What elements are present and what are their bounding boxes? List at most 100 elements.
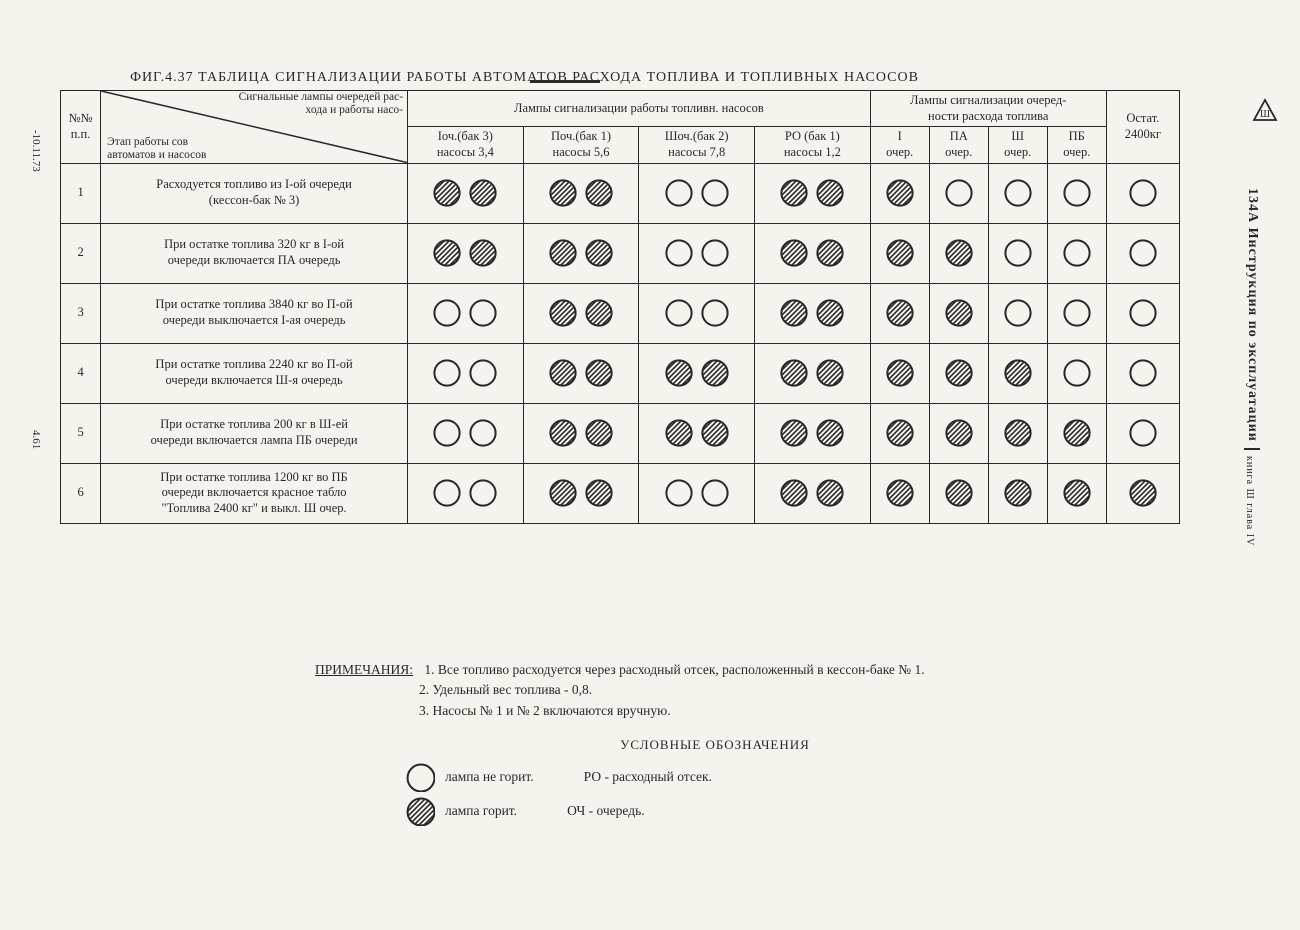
lamp-off-icon bbox=[1062, 238, 1092, 268]
lamp-off-icon bbox=[700, 238, 730, 268]
lamp-on-icon bbox=[548, 418, 578, 448]
lamp-on-icon bbox=[815, 238, 845, 268]
pump-lamp-cell bbox=[523, 343, 639, 403]
pump-lamp-cell bbox=[755, 223, 871, 283]
lamp-off-icon bbox=[1003, 298, 1033, 328]
lamp-on-icon bbox=[1062, 478, 1092, 508]
lamp-on-icon bbox=[432, 178, 462, 208]
lamp-on-icon bbox=[885, 298, 915, 328]
table-row: 2При остатке топлива 320 кг в I-ойочеред… bbox=[61, 223, 1180, 283]
table-row: 4При остатке топлива 2240 кг во П-ойочер… bbox=[61, 343, 1180, 403]
row-description: При остатке топлива 1200 кг во ПБочереди… bbox=[101, 463, 408, 523]
header-num: №№п.п. bbox=[61, 91, 101, 164]
remain-lamp-cell bbox=[1106, 223, 1179, 283]
header-pump-col: РО (бак 1)насосы 1,2 bbox=[755, 127, 871, 163]
queue-lamp-cell bbox=[988, 343, 1047, 403]
lamp-off-icon bbox=[1128, 238, 1158, 268]
remain-lamp-cell bbox=[1106, 163, 1179, 223]
row-description: При остатке топлива 320 кг в I-ойочереди… bbox=[101, 223, 408, 283]
lamp-on-icon bbox=[779, 358, 809, 388]
note-item: 1. Все топливо расходуется через расходн… bbox=[424, 662, 924, 677]
queue-lamp-cell bbox=[870, 403, 929, 463]
lamp-off-icon bbox=[700, 478, 730, 508]
header-group-queues: Лампы сигнализации очеред-ности расхода … bbox=[870, 91, 1106, 127]
lamp-on-icon bbox=[664, 418, 694, 448]
table-row: 1Расходуется топливо из I-ой очереди(кес… bbox=[61, 163, 1180, 223]
svg-text:Ш: Ш bbox=[1260, 109, 1270, 120]
legend-ro-text: РО - расходный отсек. bbox=[584, 767, 712, 787]
lamp-on-icon bbox=[944, 478, 974, 508]
pump-lamp-cell bbox=[755, 403, 871, 463]
header-pump-col: Iоч.(бак 3)насосы 3,4 bbox=[408, 127, 524, 163]
table-header: №№п.п. Сигнальные лампы очередей рас-ход… bbox=[61, 91, 1180, 164]
header-diagonal: Сигнальные лампы очередей рас-хода и раб… bbox=[101, 91, 408, 164]
lamp-on-icon bbox=[1062, 418, 1092, 448]
lamp-on-icon bbox=[815, 298, 845, 328]
pump-lamp-cell bbox=[523, 463, 639, 523]
lamp-on-icon bbox=[700, 418, 730, 448]
pump-lamp-cell bbox=[639, 283, 755, 343]
lamp-off-icon bbox=[1128, 298, 1158, 328]
notes-label: ПРИМЕЧАНИЯ: bbox=[315, 660, 413, 680]
queue-lamp-cell bbox=[988, 163, 1047, 223]
lamp-on-icon bbox=[779, 478, 809, 508]
lamp-off-icon bbox=[468, 358, 498, 388]
header-queue-col: Шочер. bbox=[988, 127, 1047, 163]
queue-lamp-cell bbox=[870, 223, 929, 283]
lamp-off-icon bbox=[1062, 358, 1092, 388]
queue-lamp-cell bbox=[929, 283, 988, 343]
lamp-on-icon bbox=[885, 358, 915, 388]
queue-lamp-cell bbox=[1047, 163, 1106, 223]
lamp-off-icon bbox=[432, 478, 462, 508]
header-queue-col: Iочер. bbox=[870, 127, 929, 163]
lamp-on-icon bbox=[468, 178, 498, 208]
pump-lamp-cell bbox=[523, 163, 639, 223]
pump-lamp-cell bbox=[639, 343, 755, 403]
lamp-off-icon bbox=[1062, 178, 1092, 208]
lamp-on-icon bbox=[664, 358, 694, 388]
remain-lamp-cell bbox=[1106, 463, 1179, 523]
queue-lamp-cell bbox=[988, 403, 1047, 463]
lamp-on-icon bbox=[548, 358, 578, 388]
lamp-on-icon bbox=[944, 298, 974, 328]
lamp-off-icon bbox=[432, 298, 462, 328]
queue-lamp-cell bbox=[870, 163, 929, 223]
page-content: ФИГ.4.37 ТАБЛИЦА СИГНАЛИЗАЦИИ РАБОТЫ АВТ… bbox=[60, 70, 1180, 524]
lamp-on-icon bbox=[584, 478, 614, 508]
lamp-on-icon bbox=[700, 358, 730, 388]
lamp-on-icon bbox=[1003, 418, 1033, 448]
lamp-on-icon bbox=[584, 178, 614, 208]
queue-lamp-cell bbox=[1047, 283, 1106, 343]
lamp-on-icon bbox=[779, 178, 809, 208]
queue-lamp-cell bbox=[929, 163, 988, 223]
note-item: 2. Удельный вес топлива - 0,8. bbox=[315, 680, 1115, 700]
pump-lamp-cell bbox=[523, 403, 639, 463]
lamp-on-icon bbox=[815, 478, 845, 508]
figure-caption: ФИГ.4.37 ТАБЛИЦА СИГНАЛИЗАЦИИ РАБОТЫ АВТ… bbox=[60, 70, 1180, 86]
lamp-on-icon bbox=[815, 358, 845, 388]
lamp-off-icon bbox=[664, 178, 694, 208]
note-item: 3. Насосы № 1 и № 2 включаются вручную. bbox=[315, 701, 1115, 721]
margin-right: 134А Инструкция по эксплуатации книга Ш … bbox=[1244, 120, 1284, 460]
pump-lamp-cell bbox=[755, 283, 871, 343]
doc-subtitle-vertical: книга Ш глава IV bbox=[1244, 456, 1255, 546]
header-pump-col: Поч.(бак 1)насосы 5,6 bbox=[523, 127, 639, 163]
lamp-off-icon bbox=[432, 418, 462, 448]
lamp-on-icon bbox=[548, 298, 578, 328]
pump-lamp-cell bbox=[639, 163, 755, 223]
header-group-pumps: Лампы сигнализации работы топливн. насос… bbox=[408, 91, 871, 127]
lamp-on-icon bbox=[885, 478, 915, 508]
margin-pagenum: 4.61 bbox=[30, 430, 42, 449]
queue-lamp-cell bbox=[929, 223, 988, 283]
lamp-on-icon bbox=[1003, 478, 1033, 508]
queue-lamp-cell bbox=[929, 463, 988, 523]
queue-lamp-cell bbox=[1047, 223, 1106, 283]
lamp-on-icon bbox=[548, 178, 578, 208]
row-number: 1 bbox=[61, 163, 101, 223]
row-description: При остатке топлива 200 кг в Ш-ейочереди… bbox=[101, 403, 408, 463]
lamp-off-icon bbox=[664, 478, 694, 508]
lamp-off-icon bbox=[1003, 238, 1033, 268]
lamp-on-icon bbox=[468, 238, 498, 268]
lamp-off-icon bbox=[1003, 178, 1033, 208]
lamp-on-icon bbox=[584, 298, 614, 328]
